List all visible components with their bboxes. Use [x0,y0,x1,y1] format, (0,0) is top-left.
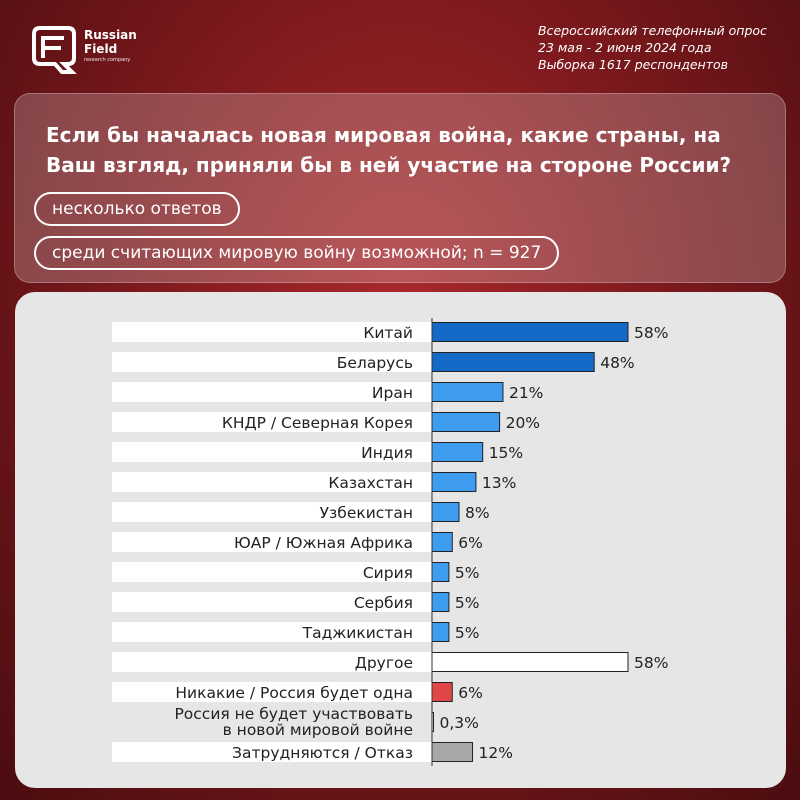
value-label: 20% [506,414,540,432]
row-background [112,532,432,552]
bar [431,352,595,372]
category-label: Затрудняются / Отказ [232,744,413,762]
category-label: Беларусь [337,354,413,372]
category-label: Китай [363,324,413,342]
category-label: Узбекистан [320,504,413,522]
category-label: Таджикистан [302,624,413,642]
category-label: ЮАР / Южная Африка [234,534,413,552]
row-background [112,352,432,372]
bar [431,562,450,582]
value-label: 58% [634,324,668,342]
note-sample-base: среди считающих мировую войну возможной;… [34,236,560,270]
bar [431,442,484,462]
russian-field-logo-icon [32,26,77,74]
category-label: Другое [355,654,413,672]
row-background [112,502,432,522]
bar [431,682,453,702]
category-label: Сирия [363,564,413,582]
value-label: 5% [455,564,480,582]
note-multiple-answers: несколько ответов [34,192,240,226]
survey-info-line3: Выборка 1617 респондентов [538,57,728,72]
bar [431,502,460,522]
category-label: Иран [372,384,413,402]
bar [431,412,501,432]
row-background [112,472,432,492]
brand-name-line1: Russian [84,28,137,42]
survey-info-line1: Всероссийский телефонный опрос [538,23,767,38]
category-label: Россия не будет участвовать [174,705,413,723]
row-background [112,592,432,612]
value-label: 8% [465,504,490,522]
category-label: в новой мировой войне [223,721,413,739]
question-box [14,93,786,283]
bar [431,742,474,762]
row-background [112,442,432,462]
survey-info: Всероссийский телефонный опрос 23 мая - … [538,22,767,73]
value-label: 21% [509,384,543,402]
value-label: 13% [482,474,516,492]
value-label: 12% [479,744,513,762]
brand-name-line2: Field [84,42,118,56]
brand-tagline: research company [84,57,131,63]
value-label: 48% [600,354,634,372]
category-label: Сербия [354,594,413,612]
category-label: Казахстан [328,474,413,492]
row-background [112,622,432,642]
row-background [112,382,432,402]
category-label: КНДР / Северная Корея [222,414,413,432]
bar [431,652,629,672]
brand-name: Russian Field research company [84,28,137,64]
question-title: Если бы началась новая мировая война, ка… [46,123,732,177]
row-background [112,322,432,342]
bar [431,322,629,342]
bar [431,622,450,642]
value-label: 6% [458,534,483,552]
row-background [112,562,432,582]
bar [431,532,453,552]
survey-info-line2: 23 мая - 2 июня 2024 года [538,40,712,55]
value-label: 5% [455,594,480,612]
category-label: Индия [361,444,413,462]
value-label: 15% [489,444,523,462]
value-label: 58% [634,654,668,672]
row-background [112,652,432,672]
bar [431,472,477,492]
row-background [112,412,432,432]
value-label: 6% [458,684,483,702]
bar [431,382,504,402]
category-label: Никакие / Россия будет одна [175,684,413,702]
value-label: 0,3% [440,714,479,732]
bar [431,592,450,612]
row-background [112,682,432,702]
row-background [112,742,432,762]
value-label: 5% [455,624,480,642]
